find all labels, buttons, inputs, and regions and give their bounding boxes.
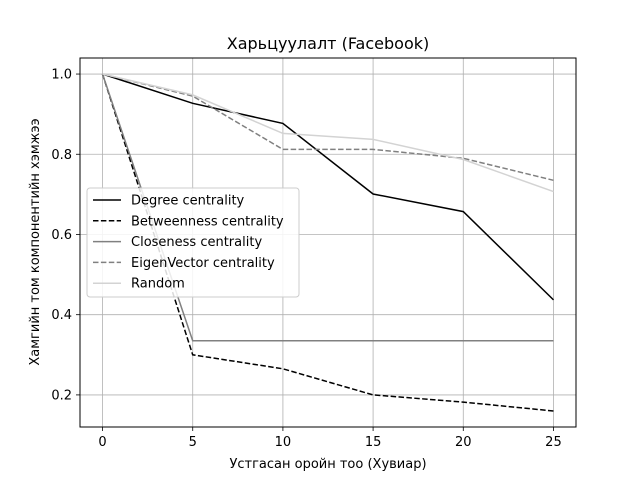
series-line bbox=[102, 73, 554, 193]
y-tick-label: 0.4 bbox=[51, 308, 72, 323]
y-axis-label: Хамгийн том компонентийн хэмжээ bbox=[28, 118, 43, 365]
legend: Degree centrality Betweenness centrality C… bbox=[86, 187, 300, 298]
x-tick-label: 20 bbox=[455, 435, 472, 450]
legend-label: Random bbox=[131, 277, 185, 292]
series-line bbox=[101, 73, 554, 412]
legend-label: EigenVector centrality bbox=[131, 256, 275, 271]
legend-label: Betweenness centrality bbox=[131, 214, 284, 229]
x-tick-label: 10 bbox=[275, 435, 292, 450]
x-axis-label: Устгасан оройн тоо (Хувиар) bbox=[229, 457, 426, 472]
y-tick-label: 1.0 bbox=[51, 68, 72, 83]
y-tick-label: 0.8 bbox=[51, 148, 72, 163]
legend-box bbox=[86, 187, 300, 298]
axis-ticks: 0 5 10 15 20 25 0.2 0.4 0.6 0.8 1.0 bbox=[51, 68, 561, 450]
chart-title: Харьцуулалт (Facebook) bbox=[227, 34, 430, 53]
legend-label: Degree centrality bbox=[131, 194, 245, 209]
x-tick-label: 0 bbox=[98, 435, 106, 450]
plot-frame bbox=[79, 57, 577, 428]
x-tick-label: 5 bbox=[189, 435, 197, 450]
series-line bbox=[102, 73, 555, 301]
x-tick-label: 15 bbox=[365, 435, 382, 450]
y-tick-label: 0.2 bbox=[51, 388, 72, 403]
x-tick-label: 25 bbox=[545, 435, 562, 450]
legend-label: Closeness centrality bbox=[131, 235, 262, 250]
y-tick-label: 0.6 bbox=[51, 228, 72, 243]
